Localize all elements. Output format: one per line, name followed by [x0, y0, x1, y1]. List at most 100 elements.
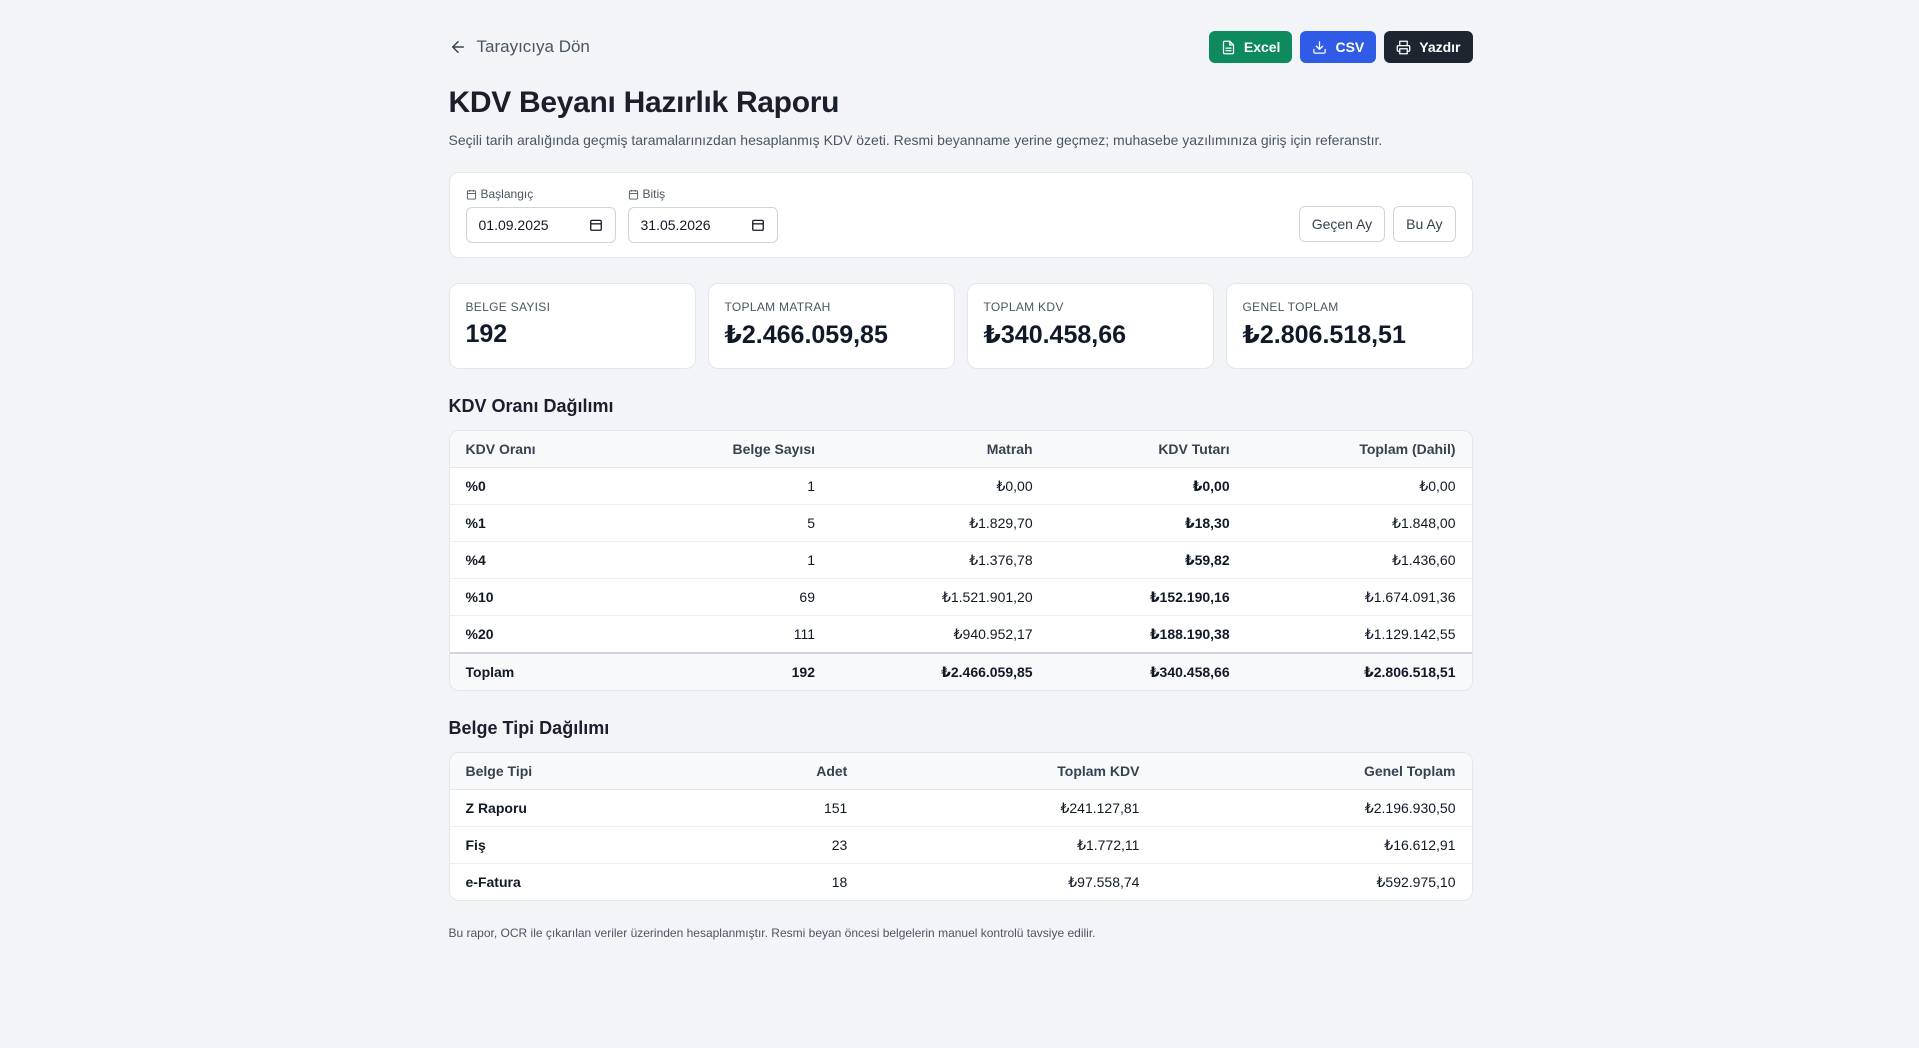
stat-label: TOPLAM KDV	[983, 300, 1064, 314]
table-row: %20 111 ₺940.952,17 ₺188.190,38 ₺1.129.1…	[449, 615, 1472, 654]
column-header: Toplam (Dahil)	[1245, 431, 1472, 468]
stat-value: ₺2.806.518,51	[1242, 321, 1406, 349]
quick-range-buttons: Geçen Ay Bu Ay	[1298, 206, 1456, 242]
stat-value: ₺2.466.059,85	[724, 321, 888, 349]
table-cell: ₺592.975,10	[1376, 873, 1456, 890]
stat-value: ₺340.458,66	[983, 321, 1127, 349]
calendar-icon	[628, 189, 638, 200]
end-date-input[interactable]: 31.05.2026	[627, 207, 778, 243]
table-cell: ₺1.848,00	[1245, 504, 1472, 542]
vat-rate-section-title: KDV Oranı Dağılımı	[448, 396, 614, 416]
start-date-field: Başlangıç 01.09.2025	[465, 187, 616, 243]
table-cell: ₺1.521.901,20	[831, 578, 1049, 616]
table-cell: ₺0,00	[1245, 467, 1472, 505]
back-to-scanner-link[interactable]: Tarayıcıya Dön	[449, 37, 590, 57]
back-label: Tarayıcıya Dön	[476, 37, 590, 56]
column-header: KDV Tutarı	[1048, 431, 1246, 468]
table-header-row: Belge Tipi Adet Toplam KDV Genel Toplam	[449, 753, 1472, 790]
print-button[interactable]: Yazdır	[1384, 31, 1473, 63]
table-row: Fiş 23 ₺1.772,11 ₺16.612,91	[449, 826, 1472, 864]
table-cell: ₺1.829,70	[831, 504, 1049, 542]
end-date-label-text: Bitiş	[642, 187, 666, 201]
table-cell: Z Raporu	[449, 789, 702, 827]
excel-label: Excel	[1243, 39, 1281, 55]
table-row: %4 1 ₺1.376,78 ₺59,82 ₺1.436,60	[449, 541, 1472, 579]
file-spreadsheet-icon	[1222, 40, 1234, 54]
document-type-table: Belge Tipi Adet Toplam KDV Genel Toplam …	[449, 753, 1472, 901]
stat-value: 192	[465, 320, 508, 348]
report-page: Tarayıcıya Dön Excel CSV Yazdır KDV Beya…	[448, 0, 1473, 940]
table-header-row: KDV Oranı Belge Sayısı Matrah KDV Tutarı…	[449, 431, 1472, 468]
page-title: KDV Beyanı Hazırlık Raporu	[448, 86, 840, 119]
table-cell: ₺241.127,81	[863, 789, 1156, 827]
table-cell: e-Fatura	[465, 874, 521, 890]
table-cell: ₺18,30	[1048, 504, 1246, 542]
table-cell: ₺188.190,38	[1048, 615, 1246, 654]
table-row: e-Fatura 18 ₺97.558,74 ₺592.975,10	[450, 864, 1472, 901]
stat-label: BELGE SAYISI	[465, 300, 551, 314]
stat-label: GENEL TOPLAM	[1242, 300, 1339, 314]
summary-stats: BELGE SAYISI 192 TOPLAM MATRAH ₺2.466.05…	[448, 283, 1473, 369]
table-cell: 1	[629, 467, 831, 505]
table-cell: 1	[629, 541, 831, 579]
table-cell: %4	[449, 541, 630, 579]
table-cell: Fiş	[449, 826, 702, 864]
column-header: Belge Tipi	[449, 753, 702, 790]
download-icon	[1313, 40, 1327, 54]
table-cell: ₺16.612,91	[1155, 826, 1472, 864]
table-cell: ₺1.436,60	[1245, 541, 1472, 579]
page-subtitle: Seçili tarih aralığında geçmiş taramalar…	[448, 132, 1383, 148]
calendar-picker-icon[interactable]	[751, 218, 765, 232]
table-cell: %1	[449, 504, 630, 542]
export-actions: Excel CSV Yazdır	[1208, 31, 1473, 63]
table-cell: 5	[629, 504, 831, 542]
table-cell: ₺1.129.142,55	[1245, 615, 1472, 654]
document-type-table-card: Belge Tipi Adet Toplam KDV Genel Toplam …	[448, 752, 1473, 901]
table-cell: ₺2.196.930,50	[1155, 789, 1472, 827]
date-range-group: Başlangıç 01.09.2025 Bitiş 31.05.2026	[465, 187, 778, 243]
table-cell: ₺1.376,78	[831, 541, 1049, 579]
excel-button[interactable]: Excel	[1208, 31, 1293, 63]
start-date-input[interactable]: 01.09.2025	[465, 207, 616, 243]
column-header: KDV Oranı	[449, 431, 630, 468]
table-cell: %20	[449, 615, 630, 654]
table-row: %0 1 ₺0,00 ₺0,00 ₺0,00	[449, 467, 1472, 505]
csv-button[interactable]: CSV	[1300, 31, 1377, 63]
column-header: Matrah	[831, 431, 1049, 468]
column-header: Belge Sayısı	[629, 431, 831, 468]
calendar-picker-icon[interactable]	[589, 218, 603, 232]
document-type-section-title: Belge Tipi Dağılımı	[448, 718, 610, 738]
table-cell: %0	[449, 467, 630, 505]
calendar-icon	[466, 189, 476, 200]
table-cell: %10	[449, 578, 630, 616]
last-month-button[interactable]: Geçen Ay	[1298, 206, 1386, 242]
end-date-label: Bitiş	[628, 187, 778, 201]
table-row: Z Raporu 151 ₺241.127,81 ₺2.196.930,50	[449, 789, 1472, 827]
table-cell: ₺0,00	[831, 467, 1049, 505]
start-date-label-text: Başlangıç	[480, 187, 534, 201]
table-cell: 111	[629, 615, 831, 654]
stat-card-grand-total: GENEL TOPLAM ₺2.806.518,51	[1225, 283, 1473, 369]
table-cell: 69	[629, 578, 831, 616]
end-date-value: 31.05.2026	[640, 217, 711, 233]
start-date-label: Başlangıç	[466, 187, 616, 201]
stat-card-document-count: BELGE SAYISI 192	[448, 283, 696, 369]
table-row: %10 69 ₺1.521.901,20 ₺152.190,16 ₺1.674.…	[449, 578, 1472, 616]
column-header: Toplam KDV	[863, 753, 1156, 790]
table-cell: 192	[629, 652, 831, 690]
this-month-button[interactable]: Bu Ay	[1393, 206, 1456, 242]
table-cell: ₺152.190,16	[1048, 578, 1246, 616]
vat-rate-table-card: KDV Oranı Belge Sayısı Matrah KDV Tutarı…	[448, 430, 1473, 691]
table-cell: ₺1.772,11	[863, 826, 1156, 864]
table-cell: ₺1.674.091,36	[1245, 578, 1472, 616]
column-header: Genel Toplam	[1155, 753, 1472, 790]
start-date-value: 01.09.2025	[478, 217, 549, 233]
table-cell: ₺97.558,74	[1068, 873, 1140, 890]
printer-icon	[1396, 40, 1411, 54]
table-cell: ₺0,00	[1048, 467, 1246, 505]
end-date-field: Bitiş 31.05.2026	[627, 187, 778, 243]
vat-rate-table: KDV Oranı Belge Sayısı Matrah KDV Tutarı…	[449, 431, 1472, 690]
table-total-row: Toplam 192 ₺2.466.059,85 ₺340.458,66 ₺2.…	[449, 652, 1472, 690]
table-cell: 151	[701, 789, 864, 827]
table-cell: Toplam	[449, 652, 630, 690]
